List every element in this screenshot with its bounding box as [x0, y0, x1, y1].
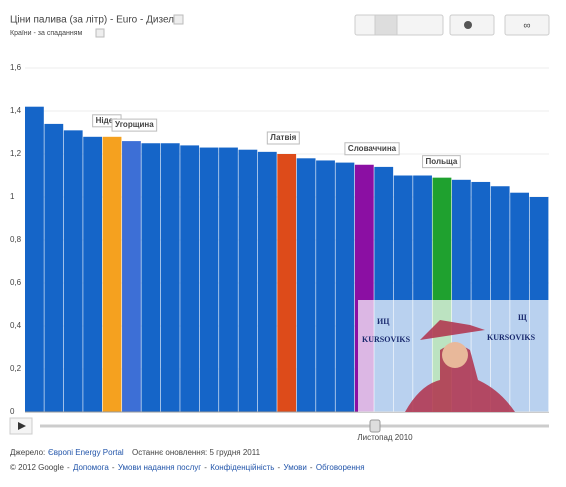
chart-title: Ціни палива (за літр) - Euro - Дизель	[10, 15, 179, 26]
footer-item[interactable]: Умови надання послуг	[118, 463, 201, 472]
y-tick-label: 1,4	[10, 106, 22, 115]
bar[interactable]	[25, 106, 44, 412]
footer-item[interactable]: Конфіденційність	[210, 463, 274, 472]
footer-separator: -	[112, 463, 115, 472]
bar-label: Угорщина	[111, 118, 158, 132]
bar[interactable]	[238, 149, 258, 412]
footer-item[interactable]: Умови	[283, 463, 306, 472]
footer-separator: -	[67, 463, 70, 472]
category-label: Латвія	[270, 133, 296, 142]
help-icon[interactable]	[95, 28, 105, 38]
footer-item[interactable]: Допомога	[73, 463, 109, 472]
source-label: Джерело:	[10, 448, 45, 457]
y-tick-label: 0	[10, 407, 15, 416]
bar[interactable]	[257, 151, 277, 412]
watermark-text: KURSOVIKS	[362, 335, 411, 344]
category-label: Угорщина	[115, 120, 154, 129]
bar-label: Польща	[422, 155, 461, 169]
bar[interactable]	[277, 154, 297, 412]
bar[interactable]	[83, 136, 103, 413]
label-box	[344, 142, 400, 156]
category-label: Словаччина	[348, 144, 397, 153]
updated: Останнє оновлення: 5 грудня 2011	[132, 448, 261, 457]
footer: © 2012 Google - Допомога - Умови надання пос…	[10, 463, 365, 472]
link-icon: ∞	[523, 21, 530, 32]
bar-label: Латвія	[266, 131, 300, 145]
link-button[interactable]	[504, 14, 550, 36]
bar[interactable]	[180, 145, 200, 412]
watermark-head	[442, 342, 468, 368]
footer-separator: -	[277, 463, 280, 472]
y-tick-label: 0,6	[10, 278, 22, 287]
category-label: Нідер	[96, 116, 119, 125]
bar[interactable]	[102, 136, 122, 413]
footer-separator: -	[310, 463, 313, 472]
label-box	[111, 118, 158, 132]
bar[interactable]	[63, 130, 83, 412]
bar[interactable]	[160, 143, 180, 412]
help-icon[interactable]	[173, 14, 184, 25]
timeline-knob[interactable]	[369, 419, 381, 433]
bar[interactable]	[316, 160, 335, 412]
bar[interactable]	[335, 162, 355, 412]
bar[interactable]	[199, 147, 219, 413]
bar[interactable]	[219, 147, 238, 413]
category-label: Польща	[426, 157, 458, 166]
bar[interactable]	[122, 141, 141, 412]
y-tick-label: 0,4	[10, 321, 22, 330]
y-tick-label: 0,8	[10, 235, 22, 244]
play-icon	[18, 422, 26, 430]
y-tick-label: 1,2	[10, 149, 22, 158]
bar[interactable]	[296, 158, 316, 412]
bar[interactable]	[141, 143, 161, 412]
label-box	[422, 155, 461, 169]
source-link[interactable]: Європі Energy Portal	[48, 448, 124, 457]
chart-type-switch[interactable]	[354, 14, 444, 36]
watermark-text: ИЦ	[377, 317, 390, 326]
label-box	[266, 131, 300, 145]
gear-icon	[464, 21, 472, 29]
chart-subtitle: Країни - за спаданням	[10, 30, 83, 37]
watermark-text: Щ	[518, 313, 527, 322]
time-label: Листопад 2010	[357, 433, 413, 442]
footer-separator: -	[204, 463, 207, 472]
footer-item[interactable]: Обговорення	[316, 463, 365, 472]
y-tick-label: 1	[10, 192, 15, 201]
bar-label: Словаччина	[344, 142, 400, 156]
y-tick-label: 1,6	[10, 63, 22, 72]
bar-view-button[interactable]	[374, 14, 398, 36]
view-buttons: ∞	[354, 14, 550, 36]
y-tick-label: 0,2	[10, 364, 22, 373]
watermark-text: KURSOVIKS	[487, 333, 536, 342]
footer-item: © 2012 Google	[10, 463, 64, 472]
bar[interactable]	[44, 123, 64, 413]
